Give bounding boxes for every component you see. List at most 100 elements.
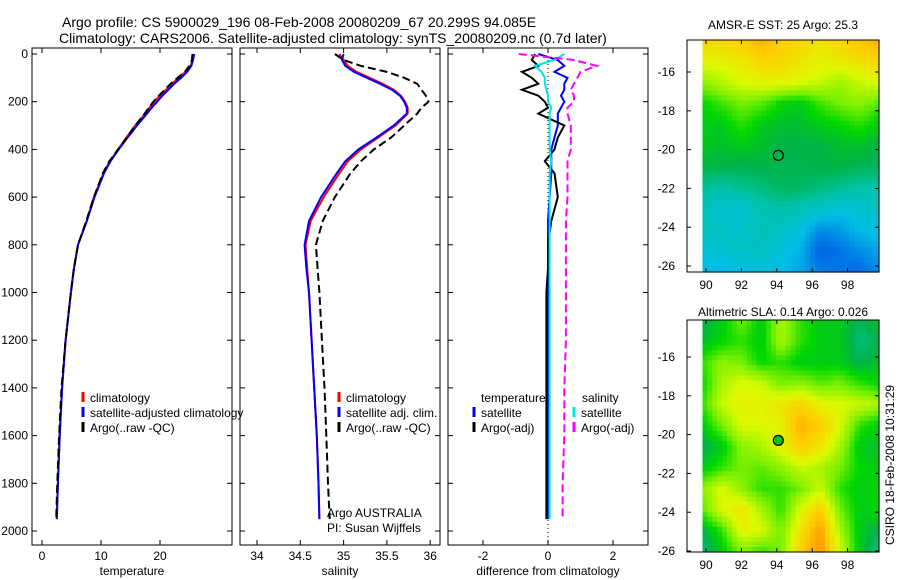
- heatmap-cell: [815, 496, 821, 503]
- heatmap-cell: [859, 325, 865, 331]
- heatmap-cell: [756, 196, 762, 202]
- salinity-panel: [239, 47, 441, 546]
- heatmap-cell: [829, 105, 836, 112]
- heatmap-cell: [717, 436, 723, 442]
- heatmap-cell: [746, 335, 753, 341]
- heatmap-cell: [776, 196, 782, 202]
- x-tick-label: 90: [699, 278, 713, 292]
- heatmap-cell: [761, 171, 767, 177]
- heatmap-cell: [834, 506, 841, 513]
- heatmap-cell: [766, 425, 772, 432]
- heatmap-cell: [834, 526, 841, 533]
- heatmap-cell: [722, 531, 728, 538]
- map-frame: [686, 39, 880, 273]
- heatmap-cell: [717, 410, 723, 417]
- heatmap-cell: [834, 420, 841, 427]
- heatmap-cell: [790, 360, 797, 366]
- heatmap-cell: [834, 40, 841, 46]
- heatmap-cell: [854, 221, 860, 228]
- heatmap-cell: [854, 456, 860, 462]
- heatmap-cell: [766, 176, 772, 182]
- heatmap-cell: [820, 486, 826, 493]
- heatmap-cell: [849, 340, 856, 346]
- salinity-series-group: [303, 53, 430, 520]
- heatmap-cell: [829, 156, 836, 162]
- heatmap-cell: [702, 266, 708, 273]
- heatmap-cell: [736, 201, 743, 208]
- heatmap-cell: [736, 461, 743, 467]
- heatmap-cell: [834, 156, 841, 162]
- x-tick-label: 94: [770, 278, 784, 292]
- heatmap-cell: [707, 425, 713, 432]
- heatmap-cell: [844, 340, 851, 346]
- heatmap-cell: [726, 231, 733, 238]
- heatmap-cell: [810, 320, 816, 326]
- heatmap-cell: [859, 446, 865, 452]
- heatmap-cell: [731, 145, 738, 152]
- heatmap-cell: [776, 375, 782, 382]
- heatmap-cell: [707, 451, 713, 457]
- heatmap-cell: [761, 251, 767, 258]
- heatmap-cell: [746, 241, 753, 248]
- heatmap-cell: [795, 80, 802, 86]
- heatmap-cell: [859, 415, 865, 422]
- heatmap-cell: [756, 410, 762, 417]
- heatmap-cell: [771, 345, 777, 351]
- heatmap-cell: [766, 100, 772, 107]
- heatmap-cell: [761, 181, 767, 187]
- heatmap-cell: [712, 461, 718, 467]
- heatmap-cell: [736, 40, 743, 46]
- heatmap-cell: [776, 266, 782, 273]
- heatmap-cell: [790, 120, 797, 127]
- heatmap-cell: [766, 246, 772, 253]
- heatmap-cell: [810, 161, 816, 167]
- heatmap-cell: [874, 380, 880, 387]
- heatmap-cell: [761, 420, 767, 427]
- heatmap-cell: [761, 501, 767, 508]
- heatmap-cell: [707, 466, 713, 472]
- heatmap-cell: [790, 365, 797, 372]
- heatmap-cell: [746, 156, 753, 162]
- heatmap-cell: [771, 161, 777, 167]
- heatmap-cell: [854, 360, 860, 366]
- heatmap-cell: [751, 266, 757, 273]
- heatmap-cell: [771, 196, 777, 202]
- heatmap-cell: [869, 120, 875, 127]
- heatmap-cell: [756, 211, 762, 218]
- heatmap-cell: [815, 186, 821, 192]
- heatmap-cell: [771, 546, 777, 553]
- heatmap-cell: [859, 425, 865, 432]
- heatmap-cell: [722, 166, 728, 172]
- heatmap-cell: [825, 211, 831, 218]
- heatmap-cell: [707, 176, 713, 182]
- heatmap-cell: [771, 50, 777, 56]
- heatmap-cell: [825, 95, 831, 102]
- heatmap-cell: [785, 176, 792, 182]
- heatmap-cell: [810, 95, 816, 102]
- heatmap-cell: [869, 380, 875, 387]
- heatmap-cell: [776, 410, 782, 417]
- heatmap-cell: [869, 191, 875, 197]
- heatmap-cell: [722, 516, 728, 523]
- heatmap-cell: [785, 501, 792, 508]
- heatmap-cell: [869, 521, 875, 528]
- heatmap-cell: [805, 466, 811, 472]
- heatmap-cell: [869, 85, 875, 92]
- heatmap-cell: [776, 511, 782, 518]
- heatmap-cell: [731, 100, 738, 107]
- heatmap-cell: [815, 486, 821, 493]
- heatmap-cell: [844, 211, 851, 218]
- heatmap-cell: [771, 261, 777, 268]
- heatmap-cell: [874, 405, 880, 412]
- heatmap-cell: [707, 95, 713, 102]
- heatmap-cell: [751, 425, 757, 432]
- heatmap-cell: [707, 105, 713, 112]
- heatmap-cell: [805, 395, 811, 402]
- heatmap-cell: [805, 446, 811, 452]
- heatmap-cell: [805, 120, 811, 127]
- heatmap-cell: [795, 486, 802, 493]
- heatmap-cell: [864, 150, 870, 157]
- heatmap-cell: [810, 451, 816, 457]
- heatmap-cell: [869, 400, 875, 407]
- heatmap-cell: [712, 466, 718, 472]
